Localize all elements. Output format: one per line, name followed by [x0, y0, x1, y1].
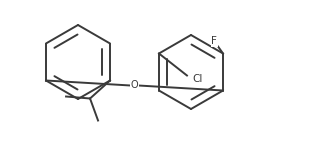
Text: O: O — [131, 81, 138, 90]
Text: F: F — [211, 36, 217, 46]
Text: Cl: Cl — [192, 74, 202, 84]
